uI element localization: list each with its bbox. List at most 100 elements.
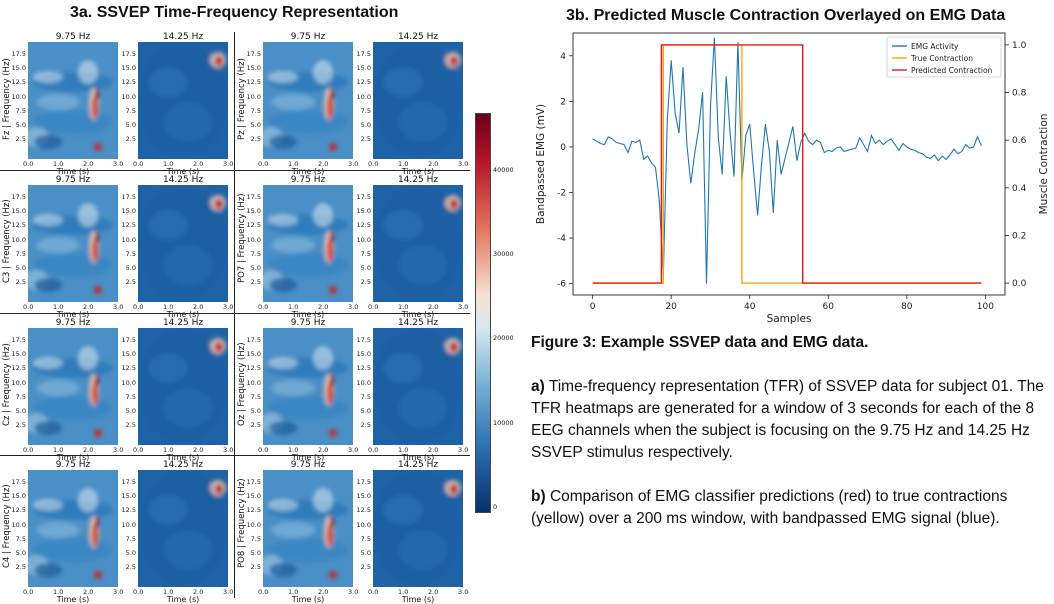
y-tick-label: 17.5: [356, 193, 371, 201]
heatmap-blob: [329, 286, 337, 294]
y-tick-label: 15.0: [121, 207, 136, 216]
x-tick-label: 60: [823, 302, 835, 312]
heatmap-blob: [329, 429, 337, 437]
y-tick-label: 2.5: [15, 278, 26, 287]
heatmap-blob: [268, 357, 298, 369]
heatmap-blob: [33, 357, 63, 369]
y-tick-label: 17.5: [121, 336, 136, 344]
heatmap-frequency-title: 14.25 Hz: [397, 175, 439, 185]
x-axis-label: Time (s): [166, 310, 200, 319]
y-tick-label: 10.0: [121, 235, 136, 244]
heatmap-blob: [271, 522, 315, 538]
x-tick-label: 3.0: [458, 303, 469, 311]
heatmap-blob: [95, 231, 99, 243]
x-tick-label: 2.0: [318, 160, 329, 168]
heatmap-blob: [36, 94, 80, 110]
heatmap-blob: [327, 381, 333, 405]
heatmap-blob: [95, 374, 99, 386]
heatmap-blob: [268, 214, 298, 226]
x-tick-label: 0.0: [258, 303, 269, 311]
y-tick-label: 17.5: [356, 478, 371, 486]
heatmap-blob: [215, 199, 223, 209]
channel-panel: PO7 | Frequency (Hz) 9.75 Hz 17.5 15.0 12.5 1…: [235, 175, 469, 319]
y-tick-label: 17.5: [11, 336, 26, 344]
legend-box: [886, 36, 1002, 78]
colorbar-tick-label: 30000: [493, 250, 514, 258]
y-tick-label: 15.0: [356, 64, 371, 73]
heatmap-blob: [36, 522, 80, 538]
x-tick-label: 0.0: [133, 446, 144, 454]
x-axis-label: Time (s): [401, 167, 435, 176]
y-tick-label: 4: [560, 52, 566, 62]
heatmap-blob: [163, 102, 213, 142]
emg-line-chart: 0 20 40 60 80 100 -6 -4 -2 0 2 4 0.0 0.2 0.4 0.6 0.8 1.0 S…: [535, 32, 1050, 324]
heatmap-frequency-title: 9.75 Hz: [290, 318, 326, 328]
y-tick-label: 0: [560, 143, 566, 153]
y-tick-label: 10.0: [356, 378, 371, 387]
caption-paragraph-a: a) Time-frequency representation (TFR) o…: [531, 376, 1046, 464]
y-tick-label: 12.5: [356, 78, 371, 87]
y-tick-label: 17.5: [11, 50, 26, 58]
heatmap-blob: [95, 88, 99, 100]
y-tick-label: 2.5: [250, 278, 261, 287]
heatmap-blob: [36, 380, 80, 396]
channel-panel: C4 | Frequency (Hz) 9.75 Hz 17.5 15.0 12.5 10…: [0, 460, 234, 604]
y-tick-label: 10.0: [11, 235, 26, 244]
x-tick-label: 2.0: [193, 160, 204, 168]
heatmap-frequency-title: 9.75 Hz: [290, 32, 326, 42]
heatmap-blob: [383, 495, 423, 525]
colorbar: [475, 113, 491, 513]
figure-caption: Figure 3: Example SSVEP data and EMG dat…: [531, 332, 1046, 530]
y-axis-label: Bandpassed EMG (mV): [535, 104, 547, 224]
x-tick-label: 3.0: [113, 588, 124, 596]
x-tick-label: 1.0: [163, 303, 174, 311]
y-tick-label: 10.0: [121, 92, 136, 101]
heatmap-blob: [148, 67, 188, 97]
y-tick-label: 12.5: [246, 506, 261, 515]
y-tick-label: 17.5: [11, 193, 26, 201]
y-tick-label: 2.5: [125, 421, 136, 430]
heatmap-blob: [94, 429, 102, 437]
y-tick-label: 2: [560, 97, 566, 107]
x-tick-label: 0.0: [258, 160, 269, 168]
y-tick-label: 17.5: [246, 336, 261, 344]
y-tick-label: 5.0: [360, 121, 371, 129]
left-figure-title: 3a. SSVEP Time-Frequency Representation: [70, 4, 399, 21]
x-tick-label: 2.0: [193, 588, 204, 596]
x-tick-label: 3.0: [458, 160, 469, 168]
y-tick-label: 15.0: [121, 492, 136, 501]
heatmap-blob: [78, 60, 98, 84]
heatmap-blob: [313, 346, 333, 370]
y-tick-label: 2.5: [15, 135, 26, 144]
y-tick-label: 12.5: [356, 364, 371, 373]
heatmap-blob: [398, 102, 448, 142]
heatmap-blob: [33, 499, 63, 511]
heatmap-blob: [95, 516, 99, 528]
x-tick-label: 3.0: [113, 303, 124, 311]
y-tick-label: 10.0: [356, 520, 371, 529]
channel-panel: Fz | Frequency (Hz) 9.75 Hz 17.5 15.0 12.5 10…: [0, 32, 234, 176]
heatmap-blob: [92, 523, 98, 547]
caption-b-text: Comparison of EMG classifier predictions…: [531, 488, 1008, 527]
caption-b-label: b): [531, 488, 546, 505]
x-tick-label: 0.0: [258, 446, 269, 454]
x-tick-label: 2.0: [428, 588, 439, 596]
x-tick-label: 3.0: [348, 588, 359, 596]
y-tick-label: 2.5: [15, 563, 26, 572]
heatmap-frequency-title: 14.25 Hz: [397, 460, 439, 470]
channel-panel: PO8 | Frequency (Hz) 9.75 Hz 17.5 15.0 12.5 1…: [235, 460, 469, 604]
heatmap-frequency-title: 9.75 Hz: [55, 32, 91, 42]
tfr-heatmap: [138, 470, 228, 587]
y-tick-label: 5.0: [125, 407, 136, 415]
right-figure-title: 3b. Predicted Muscle Contraction Overlay…: [566, 7, 1006, 24]
x-tick-label: 1.0: [398, 303, 409, 311]
x-tick-label: 0.0: [23, 303, 34, 311]
colorbar-tick-label: 20000: [493, 334, 514, 342]
y-tick-label: 15.0: [246, 492, 261, 501]
y-tick-label: 2.5: [360, 563, 371, 572]
x-tick-label: 1.0: [53, 303, 64, 311]
x-tick-label: 2.0: [193, 303, 204, 311]
y-tick-label: 17.5: [11, 478, 26, 486]
x-axis-label: Time (s): [401, 310, 435, 319]
y-tick-label: 2.5: [250, 563, 261, 572]
